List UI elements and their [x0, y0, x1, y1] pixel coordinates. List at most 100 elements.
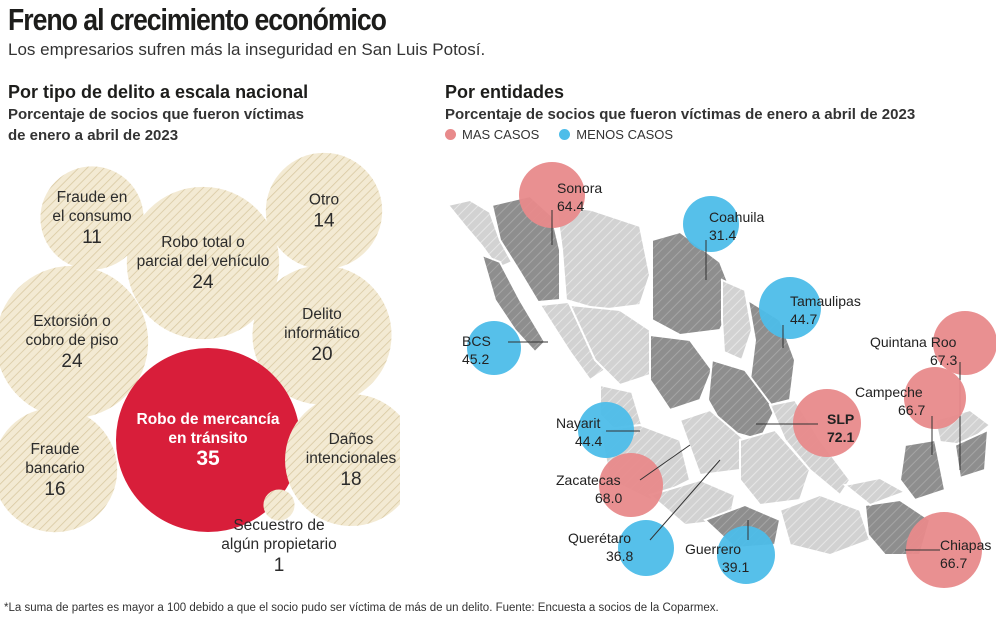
- map-marker-queretaro: Querétaro 36.8: [568, 459, 721, 576]
- central-shape: [739, 428, 812, 507]
- bubble-label-robo-total-o-parcial-del-vehiculo: parcial del vehículo: [137, 253, 270, 270]
- legend-more-label: MAS CASOS: [462, 127, 540, 142]
- map-marker-campeche: Campeche 66.7: [855, 367, 966, 455]
- map-state-name-guerrero: Guerrero: [685, 541, 741, 557]
- map-state-value-guerrero: 39.1: [722, 559, 749, 575]
- map-state-name-campeche: Campeche: [855, 384, 923, 400]
- bubble-circle-secuestro-de-algun-propietario: [263, 489, 295, 521]
- bubble-label-delito-informatico: Delito: [302, 306, 342, 323]
- bubble-value-otro: 14: [313, 211, 335, 232]
- bubble-circle-delito-informatico: [252, 265, 392, 405]
- states-section-title: Por entidades: [445, 82, 565, 102]
- map-state-name-coahuila: Coahuila: [709, 209, 764, 225]
- bubble-fraude-bancario: Fraude bancario 16: [0, 407, 118, 533]
- bubble-label-robo-de-mercancia-en-transito: en tránsito: [168, 430, 247, 447]
- map-state-value-campeche: 66.7: [898, 402, 925, 418]
- map-leader-queretaro: [649, 459, 721, 541]
- map-marker-zacatecas: Zacatecas 68.0: [556, 444, 691, 517]
- legend-less-label: MENOS CASOS: [576, 127, 674, 142]
- map-circle-campeche: [904, 367, 966, 429]
- bubble-circle-danos-intencionales: [285, 394, 400, 526]
- map-state-value-zacatecas: 68.0: [595, 490, 622, 506]
- states-section-subtitle: Porcentaje de socios que fueron víctimas…: [445, 106, 916, 123]
- michoacan-shape: [647, 478, 737, 527]
- crime-type-bubble-chart: Fraude en el consumo 11 Otro 14 Robo total o p…: [0, 152, 400, 576]
- map-state-name-tamaulipas: Tamaulipas: [790, 293, 861, 309]
- bubble-circle-otro: [265, 152, 383, 270]
- bubble-label-fraude-bancario: Fraude: [30, 441, 79, 458]
- mexico-states-map: Sonora 64.4 Coahuila 31.4 Tamaulipas 44.7 BCS 4…: [446, 162, 996, 588]
- bubble-extorsion-o-cobro-de-piso: Extorsión o cobro de piso 24: [0, 265, 149, 419]
- map-state-value-quintana-roo: 67.3: [930, 352, 957, 368]
- national-section-subtitle: Porcentaje de socios que fueron víctimas…: [8, 106, 304, 144]
- legend-less-swatch: [559, 129, 571, 140]
- bubble-label-fraude-bancario: bancario: [25, 460, 84, 477]
- nuevo-leon-shape: [721, 278, 754, 362]
- legend-less-cases: MENOS CASOS: [559, 127, 673, 142]
- bcs-shape: [480, 253, 547, 354]
- bubble-value-danos-intencionales: 18: [340, 469, 361, 490]
- bubble-value-fraude-en-el-consumo: 11: [82, 227, 102, 248]
- map-circle-queretaro: [618, 520, 674, 576]
- bubble-value-delito-informatico: 20: [311, 344, 332, 365]
- bubble-label-fraude-en-el-consumo: Fraude en: [57, 189, 128, 206]
- map-marker-tamaulipas: Tamaulipas 44.7: [759, 277, 861, 348]
- map-state-value-chiapas: 66.7: [940, 555, 967, 571]
- bubble-otro: Otro 14: [265, 152, 383, 270]
- map-circle-tamaulipas: [759, 277, 821, 339]
- bubble-secuestro-de-algun-propietario: Secuestro de algún propietario 1: [221, 489, 337, 576]
- bubble-label-secuestro-de-algun-propietario: algún propietario: [221, 536, 336, 553]
- map-state-value-bcs: 45.2: [462, 351, 489, 367]
- bubble-value-fraude-bancario: 16: [44, 479, 65, 500]
- map-marker-guerrero: Guerrero 39.1: [685, 520, 775, 584]
- bubble-label-otro: Otro: [309, 192, 339, 209]
- bubble-circle-extorsion-o-cobro-de-piso: [0, 265, 149, 419]
- map-state-name-nayarit: Nayarit: [556, 415, 600, 431]
- bubble-label-fraude-en-el-consumo: el consumo: [52, 208, 131, 225]
- bubble-label-secuestro-de-algun-propietario: Secuestro de: [233, 517, 324, 534]
- map-marker-slp: SLP 72.1: [756, 389, 861, 457]
- legend-more-cases: MAS CASOS: [445, 127, 539, 142]
- bubble-danos-intencionales: Daños intencionales 18: [285, 394, 400, 526]
- oaxaca-shape: [778, 493, 872, 557]
- map-circle-sonora: [519, 162, 585, 228]
- tabasco-shape: [842, 476, 908, 507]
- map-state-name-queretaro: Querétaro: [568, 530, 631, 546]
- bubble-label-extorsion-o-cobro-de-piso: Extorsión o: [33, 313, 111, 330]
- bubble-label-robo-total-o-parcial-del-vehiculo: Robo total o: [161, 234, 245, 251]
- map-circle-slp: [793, 389, 861, 457]
- map-state-value-coahuila: 31.4: [709, 227, 736, 243]
- map-state-name-bcs: BCS: [462, 333, 491, 349]
- map-marker-chiapas: Chiapas 66.7: [905, 512, 991, 588]
- map-marker-nayarit: Nayarit 44.4: [556, 402, 640, 458]
- bubble-robo-total-o-parcial-del-vehiculo: Robo total o parcial del vehículo 24: [126, 186, 280, 340]
- legend-more-swatch: [445, 129, 456, 140]
- map-state-value-queretaro: 36.8: [606, 548, 633, 564]
- map-state-name-zacatecas: Zacatecas: [556, 472, 621, 488]
- bubble-label-robo-de-mercancia-en-transito: Robo de mercancía: [137, 411, 280, 428]
- map-circle-coahuila: [683, 196, 739, 252]
- bubble-label-danos-intencionales: Daños: [329, 431, 374, 448]
- map-marker-quintana-roo: Quintana Roo 67.3: [870, 311, 996, 470]
- map-state-name-chiapas: Chiapas: [940, 537, 991, 553]
- bubble-value-robo-total-o-parcial-del-vehiculo: 24: [192, 272, 214, 293]
- map-state-value-tamaulipas: 44.7: [790, 311, 817, 327]
- map-circle-bcs: [467, 321, 521, 375]
- bubble-circle-robo-total-o-parcial-del-vehiculo: [126, 186, 280, 340]
- map-circle-zacatecas: [599, 453, 663, 517]
- map-marker-coahuila: Coahuila 31.4: [683, 196, 764, 280]
- bubble-label-delito-informatico: informático: [284, 325, 360, 342]
- map-state-value-slp: 72.1: [827, 429, 854, 445]
- bubble-delito-informatico: Delito informático 20: [252, 265, 392, 405]
- footnote: *La suma de partes es mayor a 100 debido…: [4, 602, 719, 614]
- zacatecas-shape: [649, 333, 714, 412]
- bubble-circle-robo-de-mercancia-en-transito: [116, 348, 300, 532]
- map-circle-guerrero: [717, 526, 775, 584]
- map-legend: MAS CASOS MENOS CASOS: [445, 127, 693, 142]
- bubble-value-extorsion-o-cobro-de-piso: 24: [61, 351, 83, 372]
- quintana-roo-shape: [953, 428, 990, 480]
- map-circle-nayarit: [578, 402, 634, 458]
- map-circle-quintana-roo: [933, 311, 996, 375]
- map-marker-bcs: BCS 45.2: [462, 321, 548, 375]
